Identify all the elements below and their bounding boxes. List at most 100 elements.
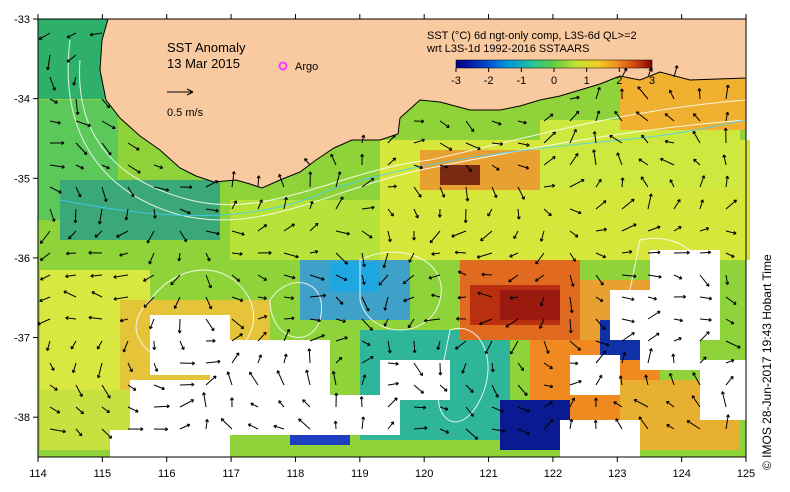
velocity-arrow-icon	[490, 362, 495, 373]
velocity-arrow-icon	[569, 361, 579, 366]
x-axis: 114 115 116 117 118 119 120 121 122 123 124 125	[29, 14, 755, 480]
velocity-arrow-icon	[491, 384, 499, 398]
velocity-arrow-icon	[361, 340, 371, 346]
velocity-arrow-icon	[722, 154, 727, 166]
velocity-arrow-icon	[387, 361, 399, 366]
velocity-arrow-icon	[257, 354, 263, 364]
velocity-arrow-icon	[70, 340, 77, 350]
velocity-arrow-icon	[333, 420, 338, 430]
velocity-arrow-icon	[697, 88, 702, 100]
colorbar-tick-label: 3	[649, 75, 655, 87]
velocity-arrow-icon	[621, 351, 627, 364]
velocity-arrow-icon	[516, 208, 521, 220]
velocity-arrow-icon	[543, 362, 553, 370]
velocity-arrow-icon	[88, 315, 103, 320]
velocity-arrow-icon	[153, 427, 169, 432]
velocity-arrow-icon	[179, 382, 195, 387]
velocity-arrow-icon	[539, 230, 545, 242]
velocity-arrow-icon	[543, 401, 553, 408]
velocity-arrow-icon	[304, 158, 311, 166]
velocity-arrow-icon	[647, 193, 653, 210]
velocity-arrow-icon	[465, 428, 479, 440]
velocity-arrow-icon	[673, 226, 682, 232]
velocity-arrow-icon	[423, 318, 441, 323]
y-tick-label: -33	[14, 14, 30, 26]
velocity-arrow-icon	[569, 95, 580, 100]
velocity-scale: 0.5 m/s	[167, 88, 204, 119]
velocity-arrow-icon	[721, 391, 727, 408]
velocity-arrow-icon	[387, 421, 395, 430]
velocity-arrow-icon	[298, 418, 311, 430]
velocity-arrow-icon	[595, 200, 607, 210]
velocity-arrow-icon	[361, 355, 374, 364]
velocity-arrow-icon	[229, 397, 234, 408]
velocity-arrow-icon	[491, 142, 504, 146]
velocity-arrow-icon	[595, 227, 608, 232]
velocity-arrow-icon	[439, 384, 448, 392]
colorbar	[455, 59, 653, 69]
velocity-arrow-icon	[659, 157, 675, 166]
velocity-arrow-icon	[66, 251, 77, 256]
velocity-arrow-icon	[699, 250, 712, 255]
velocity-arrow-icon	[509, 252, 519, 258]
velocity-arrow-icon	[153, 186, 170, 192]
velocity-arrow-icon	[39, 252, 51, 261]
velocity-arrow-icon	[595, 110, 601, 122]
velocity-arrow-icon	[668, 373, 675, 386]
velocity-arrow-icon	[149, 318, 155, 330]
velocity-arrow-icon	[257, 199, 263, 210]
y-tick-label: -34	[14, 94, 30, 106]
velocity-arrow-icon	[96, 362, 103, 379]
velocity-arrow-icon	[75, 186, 82, 198]
velocity-arrow-icon	[725, 359, 735, 364]
velocity-arrow-icon	[595, 340, 610, 347]
velocity-arrow-icon	[257, 250, 272, 255]
velocity-arrow-icon	[673, 250, 690, 255]
velocity-arrow-icon	[647, 348, 653, 364]
velocity-arrow-icon	[119, 318, 129, 323]
velocity-arrow-icon	[699, 227, 710, 232]
velocity-arrow-icon	[257, 224, 268, 232]
velocity-arrow-icon	[640, 176, 649, 188]
velocity-arrow-icon	[666, 400, 675, 408]
velocity-arrow-icon	[429, 230, 441, 244]
velocity-arrow-icon	[621, 296, 635, 302]
velocity-arrow-icon	[595, 274, 604, 286]
velocity-arrow-icon	[278, 400, 285, 408]
velocity-arrow-icon	[621, 274, 637, 279]
velocity-arrow-icon	[75, 164, 84, 170]
velocity-arrow-icon	[436, 340, 441, 351]
velocity-arrow-icon	[231, 274, 241, 282]
velocity-arrow-icon	[231, 318, 245, 330]
velocity-arrow-icon	[413, 138, 425, 144]
map-date: 13 Mar 2015	[167, 56, 240, 71]
velocity-arrow-icon	[39, 230, 51, 244]
velocity-arrow-icon	[621, 318, 635, 324]
velocity-arrow-icon	[431, 293, 441, 298]
velocity-arrow-icon	[491, 186, 498, 199]
velocity-arrow-icon	[666, 424, 675, 430]
velocity-arrow-icon	[387, 134, 396, 144]
velocity-arrow-icon	[647, 225, 661, 232]
velocity-arrow-icon	[205, 252, 211, 262]
velocity-arrow-icon	[692, 113, 701, 122]
velocity-arrow-icon	[673, 337, 682, 342]
velocity-arrow-icon	[692, 372, 701, 386]
velocity-arrow-icon	[309, 318, 321, 323]
velocity-arrow-icon	[413, 426, 428, 431]
velocity-arrow-icon	[534, 274, 545, 282]
velocity-arrow-icon	[72, 76, 77, 86]
velocity-arrow-icon	[49, 76, 56, 91]
velocity-arrow-icon	[673, 274, 683, 280]
velocity-arrow-icon	[569, 252, 576, 262]
velocity-arrow-icon	[170, 274, 181, 286]
velocity-arrow-icon	[413, 405, 427, 410]
velocity-arrow-icon	[725, 340, 741, 349]
velocity-arrow-icon	[75, 120, 91, 128]
velocity-arrow-icon	[378, 274, 389, 286]
velocity-arrow-icon	[451, 230, 467, 238]
velocity-arrow-icon	[39, 296, 51, 303]
velocity-arrow-icon	[68, 230, 77, 240]
velocity-arrow-icon	[463, 208, 468, 224]
x-tick-label: 114	[29, 468, 47, 480]
